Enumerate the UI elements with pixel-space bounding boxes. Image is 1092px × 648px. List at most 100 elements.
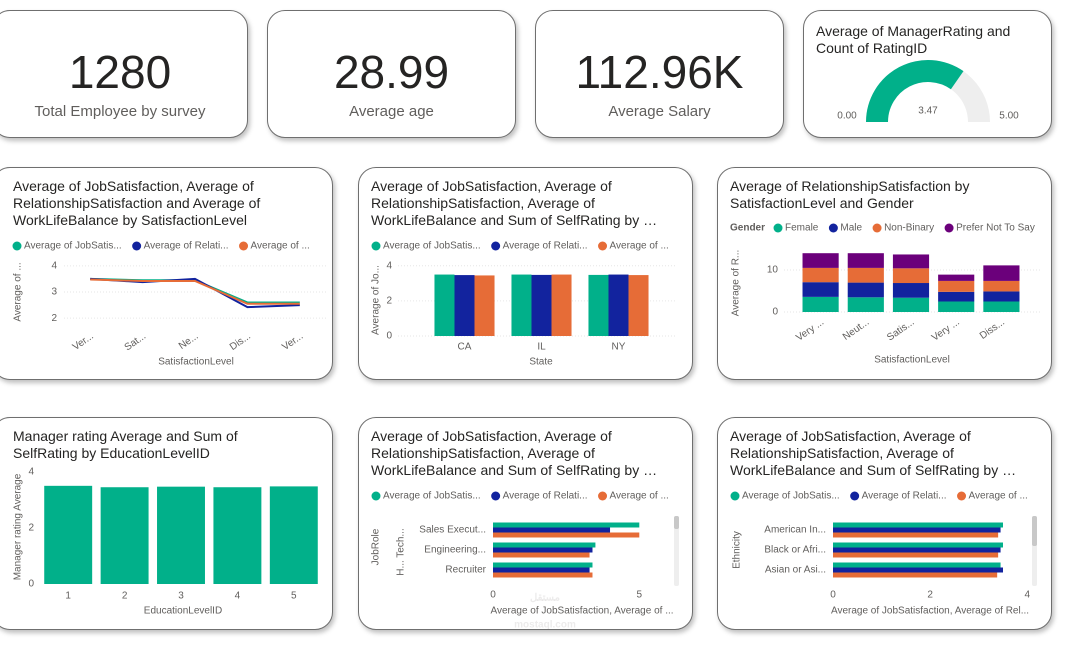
bar xyxy=(833,562,1001,568)
x-tick-label: Satis... xyxy=(885,317,916,344)
legend-swatch xyxy=(491,241,501,251)
scrollbar xyxy=(674,516,679,586)
bar-segment xyxy=(847,297,884,312)
legend-label: Average of JobSatis... xyxy=(742,491,840,502)
bar xyxy=(833,532,999,538)
bar xyxy=(493,572,593,578)
legend-swatch xyxy=(491,491,501,501)
bar xyxy=(493,527,611,533)
y-tick-label: Sales Execut... xyxy=(419,525,486,536)
legend-swatch xyxy=(944,223,954,233)
chart-title: Average of RelationshipSatisfaction by S… xyxy=(730,178,970,211)
watermark: mostaql.com xyxy=(514,620,576,631)
bar xyxy=(493,532,640,538)
bar xyxy=(833,572,998,578)
chart-title: Average of JobSatisfaction, Average of R… xyxy=(371,178,658,228)
legend-label: Average of Relati... xyxy=(503,241,588,252)
bar-segment xyxy=(938,301,975,312)
bar-segment xyxy=(847,253,884,268)
legend-label: Average of JobSatis... xyxy=(383,241,481,252)
bar xyxy=(493,567,590,573)
bar xyxy=(454,275,475,336)
bar xyxy=(833,527,1001,533)
bar-segment xyxy=(892,268,930,284)
x-tick-label: 0 xyxy=(830,590,836,601)
legend-label: Average of JobSatis... xyxy=(24,241,122,252)
y-tick-label: 4 xyxy=(51,260,57,271)
y-tick-label: H... xyxy=(396,560,407,576)
y-tick-label: 2 xyxy=(51,313,57,324)
bar xyxy=(493,542,596,548)
x-tick-label: IL xyxy=(537,342,546,353)
scrollbar-thumb xyxy=(1032,516,1037,546)
bar-segment xyxy=(983,301,1020,312)
legend-swatch xyxy=(371,241,381,251)
bar-segment xyxy=(802,282,839,297)
legend-label: Average of Relati... xyxy=(862,491,947,502)
legend-swatch xyxy=(12,241,22,251)
y-tick-label: 10 xyxy=(767,265,779,276)
legend-title: Gender xyxy=(730,223,765,234)
y-tick-label: 0 xyxy=(28,579,34,590)
legend-swatch xyxy=(132,241,142,251)
bar xyxy=(833,567,1003,573)
watermark: مستقل xyxy=(530,593,560,604)
x-tick-label: 0 xyxy=(490,590,496,601)
x-tick-label: 2 xyxy=(122,591,128,602)
bar xyxy=(474,275,495,336)
legend-swatch xyxy=(773,223,783,233)
scrollbar-thumb xyxy=(674,516,679,529)
gauge-range-label: 5.00 xyxy=(999,111,1019,122)
kpi-value: 1280 xyxy=(68,46,172,98)
x-tick-label: Ver... xyxy=(280,331,305,353)
chart-panel: Average of JobSatisfaction, Average of R… xyxy=(0,167,333,380)
y-tick-label: Asian or Asi... xyxy=(765,565,826,576)
bar xyxy=(157,486,205,584)
bar xyxy=(44,485,93,584)
bar xyxy=(551,274,572,336)
bar-segment xyxy=(983,280,1020,292)
legend-label: Prefer Not To Say xyxy=(956,223,1035,234)
y-tick-label: Black or Afri... xyxy=(764,545,826,556)
y-tick-label: Engineering... xyxy=(424,545,486,556)
y-tick-label: 4 xyxy=(28,466,34,477)
legend-label: Average of ... xyxy=(969,491,1028,502)
legend-swatch xyxy=(598,491,608,501)
bar xyxy=(100,487,149,584)
bar-segment xyxy=(938,291,975,302)
chart-panel: Average of JobSatisfaction, Average of R… xyxy=(358,167,693,380)
legend-swatch xyxy=(239,241,249,251)
y-axis-title: Average of Jo... xyxy=(371,265,382,335)
bar xyxy=(628,275,649,336)
legend-swatch xyxy=(598,241,608,251)
chart-title: Average of JobSatisfaction, Average of R… xyxy=(371,428,658,478)
x-axis-title: SatisfactionLevel xyxy=(158,357,234,368)
x-tick-label: 4 xyxy=(1025,590,1031,601)
series-line xyxy=(90,278,300,305)
x-axis-title: SatisfactionLevel xyxy=(874,355,950,366)
bar-segment xyxy=(892,297,930,312)
kpi-value: 28.99 xyxy=(333,46,450,98)
kpi-label: Average age xyxy=(349,103,434,120)
legend-label: Average of Relati... xyxy=(503,491,588,502)
bar xyxy=(833,522,1003,528)
bar xyxy=(531,274,552,336)
bar xyxy=(833,542,1003,548)
bar-segment xyxy=(983,291,1020,302)
x-tick-label: Very ... xyxy=(930,317,962,344)
x-tick-label: 5 xyxy=(291,591,297,602)
legend-label: Average of ... xyxy=(610,491,669,502)
bar-segment xyxy=(802,296,839,312)
bar xyxy=(493,552,590,558)
x-tick-label: 4 xyxy=(235,591,241,602)
legend-swatch xyxy=(730,491,740,501)
bar-segment xyxy=(938,280,975,292)
y-axis-title: Ethnicity xyxy=(732,531,743,569)
bar xyxy=(493,562,593,568)
x-axis-title: State xyxy=(529,357,553,368)
legend-label: Average of ... xyxy=(610,241,669,252)
chart-panel: Average of RelationshipSatisfaction by S… xyxy=(717,167,1052,380)
x-tick-label: 2 xyxy=(927,590,933,601)
x-tick-label: Neut... xyxy=(841,317,871,343)
